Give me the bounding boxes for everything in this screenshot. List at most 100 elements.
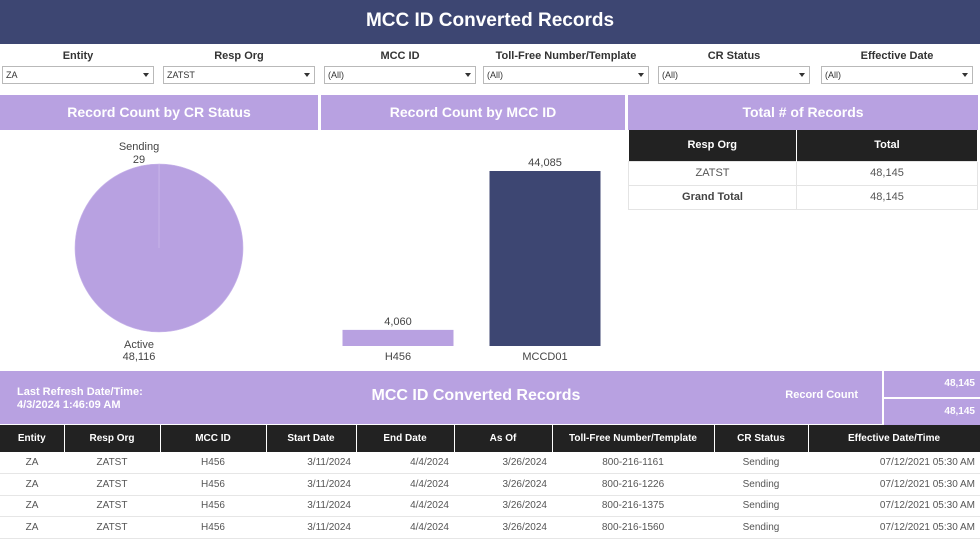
- column-header[interactable]: CR Status: [714, 425, 808, 452]
- bar-category-label: H456: [385, 351, 411, 363]
- filter-value: ZA: [6, 70, 18, 80]
- grand-total-row: Grand Total 48,145: [629, 185, 978, 209]
- mcc-id-cell: H456: [160, 452, 266, 474]
- toll-free-select[interactable]: (All): [483, 66, 649, 84]
- filter-value: (All): [662, 70, 678, 80]
- end-date-cell: 4/4/2024: [356, 474, 454, 496]
- as-of-cell: 3/26/2024: [454, 452, 552, 474]
- entity-cell: ZA: [0, 517, 64, 539]
- table-row: ZATST 48,145: [629, 161, 978, 185]
- filter-label: Entity: [2, 46, 154, 66]
- toll-free-cell: 800-216-1560: [552, 517, 714, 539]
- start-date-cell: 3/11/2024: [266, 452, 356, 474]
- table-row: ZA ZATST H456 3/11/2024 4/4/2024 3/26/20…: [0, 452, 980, 474]
- column-header[interactable]: Effective Date/Time: [808, 425, 980, 452]
- records-table: Entity Resp Org MCC ID Start Date End Da…: [0, 425, 980, 539]
- chevron-down-icon: [465, 73, 471, 77]
- effective-date-cell: 07/12/2021 05:30 AM: [808, 495, 980, 517]
- bar-value-label: 4,060: [384, 316, 412, 328]
- mcc-bar-chart: 4,060 H456 44,085 MCCD01: [321, 130, 625, 368]
- chevron-down-icon: [143, 73, 149, 77]
- start-date-cell: 3/11/2024: [266, 517, 356, 539]
- column-header[interactable]: Resp Org: [64, 425, 160, 452]
- resp-org-cell: ZATST: [64, 495, 160, 517]
- table-row: ZA ZATST H456 3/11/2024 4/4/2024 3/26/20…: [0, 495, 980, 517]
- resp-org-cell: ZATST: [629, 161, 797, 185]
- chevron-down-icon: [304, 73, 310, 77]
- column-header[interactable]: Toll-Free Number/Template: [552, 425, 714, 452]
- filter-label: MCC ID: [324, 46, 476, 66]
- resp-org-cell: ZATST: [64, 517, 160, 539]
- totals-table: Resp Org Total ZATST 48,145 Grand Total …: [628, 130, 978, 210]
- filter-bar: Entity ZA Resp Org ZATST MCC ID (All) To…: [0, 46, 980, 90]
- bar-value-label: 44,085: [528, 157, 562, 169]
- filter-toll-free: Toll-Free Number/Template (All): [483, 46, 649, 84]
- resp-org-cell: ZATST: [64, 474, 160, 496]
- filter-entity: Entity ZA: [2, 46, 154, 84]
- chevron-down-icon: [799, 73, 805, 77]
- column-header[interactable]: Start Date: [266, 425, 356, 452]
- toll-free-cell: 800-216-1161: [552, 452, 714, 474]
- table-row: ZA ZATST H456 3/11/2024 4/4/2024 3/26/20…: [0, 474, 980, 496]
- column-header[interactable]: Resp Org: [629, 130, 797, 161]
- grand-total-label: Grand Total: [629, 185, 797, 209]
- table-row: ZA ZATST H456 3/11/2024 4/4/2024 3/26/20…: [0, 517, 980, 539]
- resp-org-cell: ZATST: [64, 452, 160, 474]
- toll-free-cell: 800-216-1375: [552, 495, 714, 517]
- dashboard-title: MCC ID Converted Records: [0, 0, 980, 44]
- filter-mcc-id: MCC ID (All): [324, 46, 476, 84]
- grand-total-value: 48,145: [797, 185, 978, 209]
- effective-date-select[interactable]: (All): [821, 66, 973, 84]
- end-date-cell: 4/4/2024: [356, 495, 454, 517]
- as-of-cell: 3/26/2024: [454, 517, 552, 539]
- end-date-cell: 4/4/2024: [356, 452, 454, 474]
- record-count-label: Record Count: [785, 389, 858, 401]
- as-of-cell: 3/26/2024: [454, 495, 552, 517]
- entity-select[interactable]: ZA: [2, 66, 154, 84]
- pie-label: Sending: [119, 141, 159, 153]
- cr-status-select[interactable]: (All): [658, 66, 810, 84]
- effective-date-cell: 07/12/2021 05:30 AM: [808, 517, 980, 539]
- column-header[interactable]: As Of: [454, 425, 552, 452]
- toll-free-cell: 800-216-1226: [552, 474, 714, 496]
- start-date-cell: 3/11/2024: [266, 474, 356, 496]
- bar-h456[interactable]: [343, 330, 454, 346]
- mcc-id-cell: H456: [160, 474, 266, 496]
- filter-label: Toll-Free Number/Template: [483, 46, 649, 66]
- pie-label: Active: [124, 339, 154, 351]
- filter-effective-date: Effective Date (All): [821, 46, 973, 84]
- bar-category-label: MCCD01: [522, 351, 567, 363]
- total-cell: 48,145: [797, 161, 978, 185]
- entity-cell: ZA: [0, 452, 64, 474]
- column-header[interactable]: MCC ID: [160, 425, 266, 452]
- pie-value-label: 48,116: [123, 351, 156, 363]
- mcc-panel-title: Record Count by MCC ID: [321, 95, 625, 130]
- cr-status-cell: Sending: [714, 495, 808, 517]
- resp-org-select[interactable]: ZATST: [163, 66, 315, 84]
- records-band: Last Refresh Date/Time: 4/3/2024 1:46:09…: [0, 371, 882, 424]
- records-header-row: Entity Resp Org MCC ID Start Date End Da…: [0, 425, 980, 452]
- cr-status-cell: Sending: [714, 517, 808, 539]
- entity-cell: ZA: [0, 474, 64, 496]
- chevron-down-icon: [962, 73, 968, 77]
- as-of-cell: 3/26/2024: [454, 474, 552, 496]
- bar-mccd01[interactable]: [490, 171, 601, 346]
- pie-value-label: 29: [133, 154, 145, 166]
- record-count-value: 48,145: [884, 399, 980, 425]
- totals-header-row: Resp Org Total: [629, 130, 978, 161]
- record-count-value: 48,145: [884, 371, 980, 397]
- filter-label: CR Status: [658, 46, 810, 66]
- cr-status-panel-title: Record Count by CR Status: [0, 95, 318, 130]
- filter-label: Effective Date: [821, 46, 973, 66]
- mcc-id-select[interactable]: (All): [324, 66, 476, 84]
- column-header[interactable]: End Date: [356, 425, 454, 452]
- column-header[interactable]: Total: [797, 130, 978, 161]
- mcc-id-cell: H456: [160, 517, 266, 539]
- start-date-cell: 3/11/2024: [266, 495, 356, 517]
- column-header[interactable]: Entity: [0, 425, 64, 452]
- filter-value: (All): [825, 70, 841, 80]
- cr-status-cell: Sending: [714, 452, 808, 474]
- effective-date-cell: 07/12/2021 05:30 AM: [808, 452, 980, 474]
- total-panel-title: Total # of Records: [628, 95, 978, 130]
